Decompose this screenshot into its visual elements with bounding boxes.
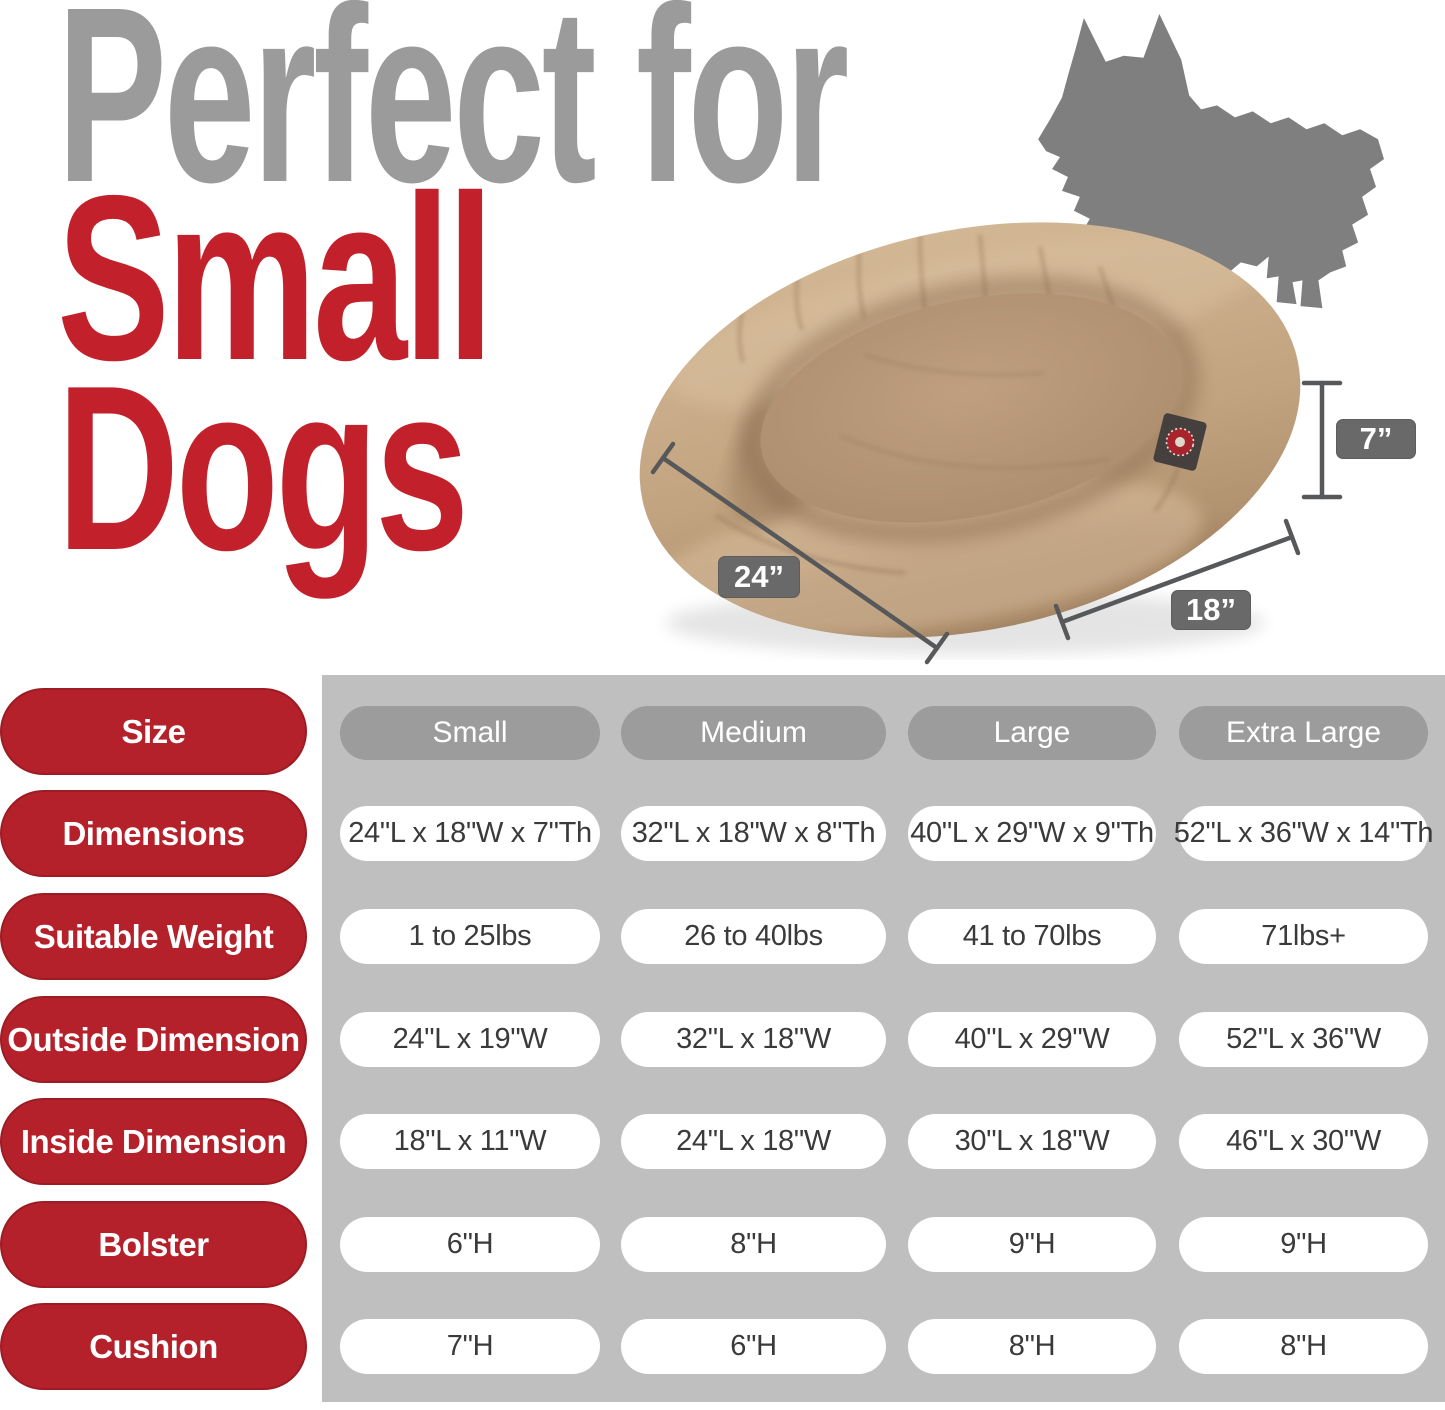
cell-weight-extra-large: 71lbs+ — [1179, 909, 1428, 964]
cell-weight-large: 41 to 70lbs — [908, 909, 1156, 964]
cell-dimensions-large: 40"L x 29"W x 9"Th — [908, 806, 1156, 861]
row-label-suitable-weight: Suitable Weight — [0, 893, 307, 980]
length-dimension-label: 24” — [718, 556, 800, 598]
cell-inside-large: 30"L x 18"W — [908, 1114, 1156, 1169]
column-header-medium: Medium — [621, 706, 886, 760]
row-label-size: Size — [0, 688, 307, 775]
headline-line-3: Dogs — [57, 336, 469, 599]
cell-weight-small: 1 to 25lbs — [340, 909, 600, 964]
row-label-bolster: Bolster — [0, 1201, 307, 1288]
column-header-large: Large — [908, 706, 1156, 760]
cell-cushion-extra-large: 8"H — [1179, 1319, 1428, 1374]
row-label-cushion: Cushion — [0, 1303, 307, 1390]
cell-cushion-medium: 6"H — [621, 1319, 886, 1374]
height-dimension-label: 7” — [1336, 419, 1416, 459]
cell-cushion-small: 7"H — [340, 1319, 600, 1374]
cell-bolster-medium: 8"H — [621, 1217, 886, 1272]
headline-line-1: Perfect for — [57, 0, 849, 234]
cell-inside-small: 18"L x 11"W — [340, 1114, 600, 1169]
cell-bolster-large: 9"H — [908, 1217, 1156, 1272]
cell-inside-extra-large: 46"L x 30"W — [1179, 1114, 1428, 1169]
cell-dimensions-medium: 32"L x 18"W x 8"Th — [621, 806, 886, 861]
headline: Perfect for Small Dogs — [57, 0, 957, 620]
column-header-extra-large: Extra Large — [1179, 706, 1428, 760]
cell-outside-large: 40"L x 29"W — [908, 1012, 1156, 1067]
cell-bolster-extra-large: 9"H — [1179, 1217, 1428, 1272]
cell-cushion-large: 8"H — [908, 1319, 1156, 1374]
cell-bolster-small: 6"H — [340, 1217, 600, 1272]
cell-inside-medium: 24"L x 18"W — [621, 1114, 886, 1169]
cell-dimensions-small: 24"L x 18"W x 7"Th — [340, 806, 600, 861]
cell-outside-medium: 32"L x 18"W — [621, 1012, 886, 1067]
row-label-outside-dimension: Outside Dimension — [0, 996, 307, 1083]
row-label-inside-dimension: Inside Dimension — [0, 1098, 307, 1185]
cell-outside-small: 24"L x 19"W — [340, 1012, 600, 1067]
cell-weight-medium: 26 to 40lbs — [621, 909, 886, 964]
cell-dimensions-extra-large: 52"L x 36"W x 14"Th — [1174, 806, 1434, 861]
row-label-dimensions: Dimensions — [0, 790, 307, 877]
cell-outside-extra-large: 52"L x 36"W — [1179, 1012, 1428, 1067]
headline-line-2: Small — [57, 146, 494, 409]
column-header-small: Small — [340, 706, 600, 760]
width-dimension-label: 18” — [1171, 590, 1251, 630]
brand-tag-icon — [1153, 413, 1207, 471]
